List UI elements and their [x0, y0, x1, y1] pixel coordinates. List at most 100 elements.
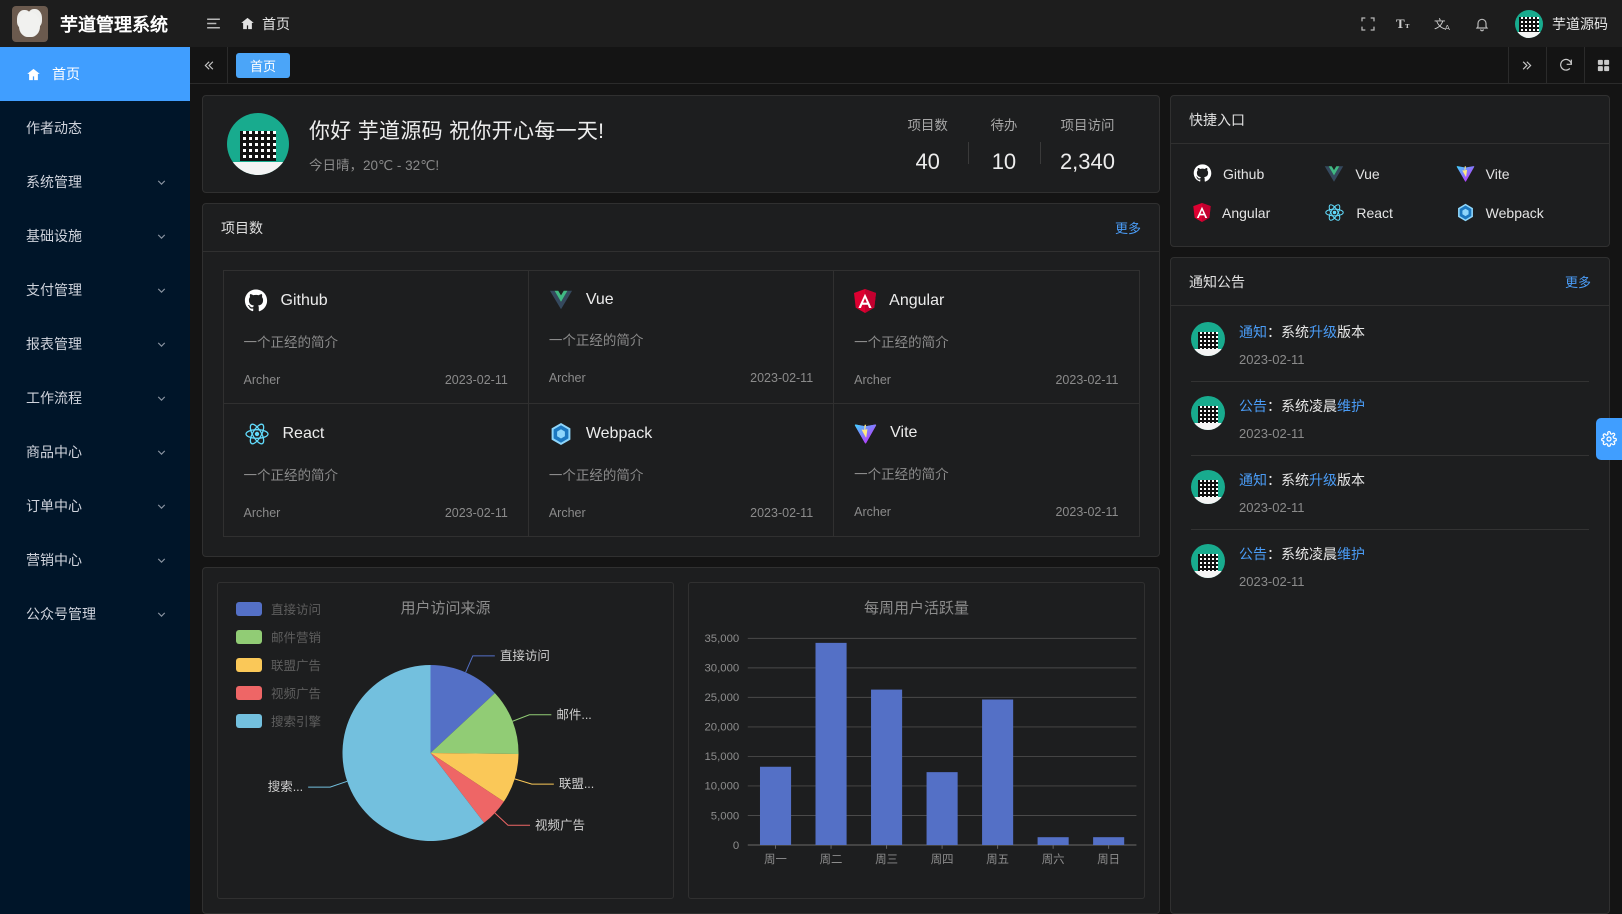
bar[interactable] [759, 766, 792, 845]
y-axis-tick: 35,000 [704, 633, 739, 645]
refresh-icon[interactable] [1546, 47, 1584, 83]
tab-home[interactable]: 首页 [236, 52, 291, 78]
project-name: Github [280, 291, 328, 309]
home-icon [26, 67, 42, 82]
sidebar-item-official-account-management[interactable]: 公众号管理 [0, 587, 190, 641]
quick-link-react[interactable]: React [1324, 203, 1455, 222]
notice-item[interactable]: 公告：系统凌晨维护 2023-02-11 [1191, 382, 1589, 456]
quick-link-vue[interactable]: Vue [1324, 164, 1455, 183]
project-card-react[interactable]: React 一个正经的简介 Archer 2023-02-11 [222, 402, 529, 537]
translate-icon[interactable]: 文 A [1427, 7, 1461, 41]
notice-mid: ：系统 [1267, 324, 1309, 340]
sidebar-item-infrastructure[interactable]: 基础设施 [0, 209, 190, 263]
sidebar-item-payment-management[interactable]: 支付管理 [0, 263, 190, 317]
bar[interactable] [926, 772, 958, 845]
user-menu[interactable]: 芋道源码 [1515, 9, 1608, 38]
sidebar-item-workflow[interactable]: 工作流程 [0, 371, 190, 425]
bar[interactable] [815, 642, 847, 845]
x-axis-tick: 周日 [1097, 853, 1120, 866]
stat-value: 40 [915, 148, 940, 174]
breadcrumb[interactable]: 首页 [240, 14, 290, 34]
sidebar-item-label: 支付管理 [26, 282, 82, 298]
sidebar-item-label: 公众号管理 [26, 606, 96, 622]
grid-layout-icon[interactable] [1584, 47, 1622, 83]
notice-item[interactable]: 公告：系统凌晨维护 2023-02-11 [1191, 530, 1589, 603]
project-card-webpack[interactable]: Webpack 一个正经的简介 Archer 2023-02-11 [527, 402, 835, 537]
x-axis-tick: 周二 [820, 853, 843, 866]
github-icon [244, 289, 268, 313]
legend-item[interactable]: 联盟广告 [236, 655, 321, 674]
webpack-icon [1456, 203, 1475, 222]
sidebar-item-system-management[interactable]: 系统管理 [0, 155, 190, 209]
vite-icon [1456, 164, 1475, 183]
welcome-texts: 你好 芋道源码 祝你开心每一天! 今日晴，20℃ - 32℃! [309, 115, 867, 174]
sidebar-item-home[interactable]: 首页 [0, 47, 190, 101]
bar[interactable] [982, 699, 1014, 845]
brand[interactable]: 芋道管理系统 [0, 0, 190, 47]
font-size-icon[interactable]: T т [1389, 7, 1423, 41]
notice-item[interactable]: 通知：系统升级版本 2023-02-11 [1191, 308, 1589, 382]
quick-link-label: Vue [1355, 165, 1380, 182]
sidebar-item-label: 订单中心 [26, 498, 82, 514]
sidebar-item-report-management[interactable]: 报表管理 [0, 317, 190, 371]
scroll-right-icon[interactable] [1508, 47, 1546, 83]
legend-item[interactable]: 视频广告 [236, 683, 321, 702]
settings-fab-button[interactable] [1596, 418, 1622, 460]
main-area: 首页 T т 文 A [190, 0, 1622, 914]
stat-value: 2,340 [1059, 148, 1115, 174]
legend-item[interactable]: 直接访问 [236, 599, 321, 618]
notice-body: 通知：系统升级版本 2023-02-11 [1239, 470, 1589, 515]
chevron-down-icon [155, 500, 168, 513]
sidebar-item-label: 商品中心 [26, 444, 82, 460]
pie-chart-visit-source[interactable]: 用户访问来源 直接访问 邮件营销 联盟广告 [217, 582, 674, 899]
project-desc: 一个正经的简介 [243, 334, 339, 350]
notice-highlight: 维护 [1337, 546, 1365, 562]
x-axis-tick: 周六 [1042, 853, 1065, 866]
project-card-vite[interactable]: Vite 一个正经的简介 Archer 2023-02-11 [833, 402, 1140, 537]
stat-label: 待办 [990, 117, 1018, 133]
quick-link-github[interactable]: Github [1193, 164, 1324, 183]
projects-card: 项目数 更多 Github [202, 203, 1160, 557]
avatar [1515, 9, 1543, 38]
x-axis-tick: 周五 [986, 853, 1009, 866]
projects-more-link[interactable]: 更多 [1114, 221, 1141, 236]
sidebar-item-marketing-center[interactable]: 营销中心 [0, 533, 190, 587]
legend-item[interactable]: 搜索引擎 [236, 711, 321, 730]
sidebar-item-product-center[interactable]: 商品中心 [0, 425, 190, 479]
sidebar-item-order-center[interactable]: 订单中心 [0, 479, 190, 533]
bar-chart-weekly-active[interactable]: 每周用户活跃量 0 5,000 10,000 15,000 20,000 25,000 30… [688, 582, 1145, 899]
project-card-github[interactable]: Github 一个正经的简介 Archer 2023-02-11 [222, 269, 529, 404]
notices-more-link[interactable]: 更多 [1564, 275, 1591, 290]
bar[interactable] [871, 689, 903, 845]
stat-value: 10 [991, 148, 1017, 174]
svg-text:文: 文 [1434, 16, 1446, 30]
react-icon [244, 422, 270, 446]
chevron-down-icon [155, 338, 168, 351]
x-axis-tick: 周四 [931, 853, 954, 866]
quick-link-webpack[interactable]: Webpack [1456, 203, 1587, 222]
tabs-scroll-area: 首页 [228, 47, 1508, 83]
sidebar-item-label: 作者动态 [26, 120, 82, 136]
y-axis-tick: 30,000 [704, 663, 739, 675]
topbar-actions: T т 文 A 芋道源码 [1351, 7, 1608, 41]
stat-visits: 项目访问 2,340 [1039, 114, 1135, 175]
notice-body: 通知：系统升级版本 2023-02-11 [1239, 322, 1589, 367]
fullscreen-icon[interactable] [1351, 7, 1385, 41]
hamburger-icon[interactable] [196, 7, 230, 41]
notice-item[interactable]: 通知：系统升级版本 2023-02-11 [1191, 456, 1589, 530]
legend-item[interactable]: 邮件营销 [236, 627, 321, 646]
sidebar-menu: 首页 作者动态 系统管理 基础设施 支付管理 [0, 47, 190, 641]
notice-highlight: 维护 [1337, 398, 1365, 414]
projects-header: 项目数 更多 [203, 204, 1159, 252]
chevron-down-icon [155, 284, 168, 297]
double-chevron-left-icon[interactable] [190, 47, 228, 83]
sidebar-item-author-news[interactable]: 作者动态 [0, 101, 190, 155]
bar[interactable] [1037, 837, 1069, 845]
sidebar-item-label: 营销中心 [26, 552, 82, 568]
bar[interactable] [1093, 837, 1125, 845]
project-card-angular[interactable]: Angular 一个正经的简介 Archer 2023-02-11 [833, 269, 1140, 404]
quick-link-vite[interactable]: Vite [1456, 164, 1587, 183]
quick-link-angular[interactable]: Angular [1193, 203, 1324, 222]
project-card-vue[interactable]: Vue 一个正经的简介 Archer 2023-02-11 [527, 269, 835, 404]
bell-icon[interactable] [1465, 7, 1499, 41]
